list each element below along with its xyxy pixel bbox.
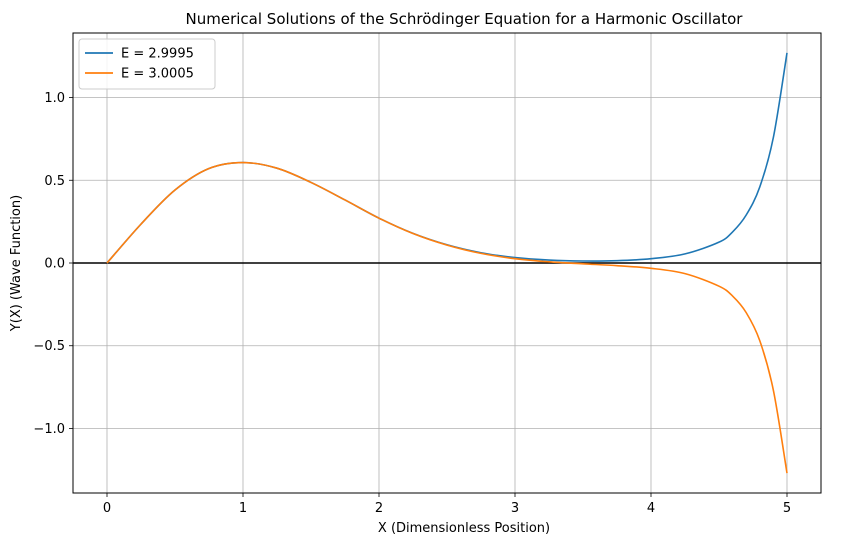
- y-tick-label-2: 0.0: [44, 257, 65, 272]
- x-tick-label-0: 0: [103, 501, 111, 516]
- y-tick-label-0: −1.0: [33, 422, 65, 437]
- x-tick-label-2: 2: [375, 501, 383, 516]
- x-tick-label-3: 3: [511, 501, 519, 516]
- legend-label-1: E = 3.0005: [121, 67, 194, 82]
- x-tick-label-5: 5: [783, 501, 791, 516]
- y-tick-label-4: 1.0: [44, 91, 65, 106]
- chart-title: Numerical Solutions of the Schrödinger E…: [186, 10, 744, 28]
- series-layer: [106, 52, 788, 474]
- series-line-1: [106, 161, 788, 474]
- y-tick-label-3: 0.5: [44, 174, 65, 189]
- y-axis-label: Y(X) (Wave Function): [9, 195, 24, 332]
- x-axis-label: X (Dimensionless Position): [378, 521, 550, 536]
- legend: E = 2.9995 E = 3.0005: [78, 38, 216, 90]
- x-tick-label-1: 1: [239, 501, 247, 516]
- y-tick-label-1: −0.5: [33, 339, 65, 354]
- legend-label-0: E = 2.9995: [121, 47, 194, 62]
- ticks: 0 1 2 3 4 5 −1.0 −0.5 0.0 0.5 1.0: [33, 91, 791, 516]
- legend-box: [78, 38, 216, 90]
- x-tick-label-4: 4: [647, 501, 655, 516]
